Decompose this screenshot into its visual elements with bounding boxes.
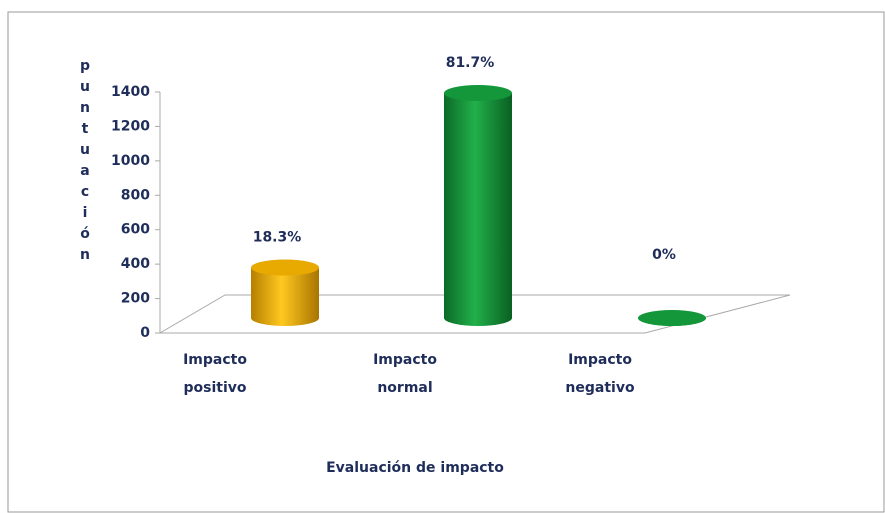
x-axis-label: Evaluación de impacto — [326, 460, 504, 476]
y-tick-label: 1200 — [111, 118, 150, 134]
value-label: 81.7% — [446, 55, 495, 71]
x-tick-label: Impacto normal — [373, 352, 437, 396]
y-tick-label: 0 — [140, 325, 150, 341]
y-axis-label: puntuación — [77, 58, 93, 268]
x-tick-label: Impacto negativo — [565, 352, 635, 396]
bar — [638, 310, 706, 326]
y-tick-label: 200 — [121, 291, 150, 307]
bar — [444, 85, 512, 327]
bar — [251, 259, 319, 326]
y-tick-label: 1400 — [111, 84, 150, 100]
value-label: 18.3% — [253, 230, 302, 246]
x-tick-label: Impacto positivo — [183, 352, 247, 396]
y-tick-label: 800 — [121, 187, 150, 203]
y-tick-label: 600 — [121, 222, 150, 238]
y-tick-label: 1000 — [111, 153, 150, 169]
value-label: 0% — [652, 247, 676, 263]
y-tick-label: 400 — [121, 256, 150, 272]
